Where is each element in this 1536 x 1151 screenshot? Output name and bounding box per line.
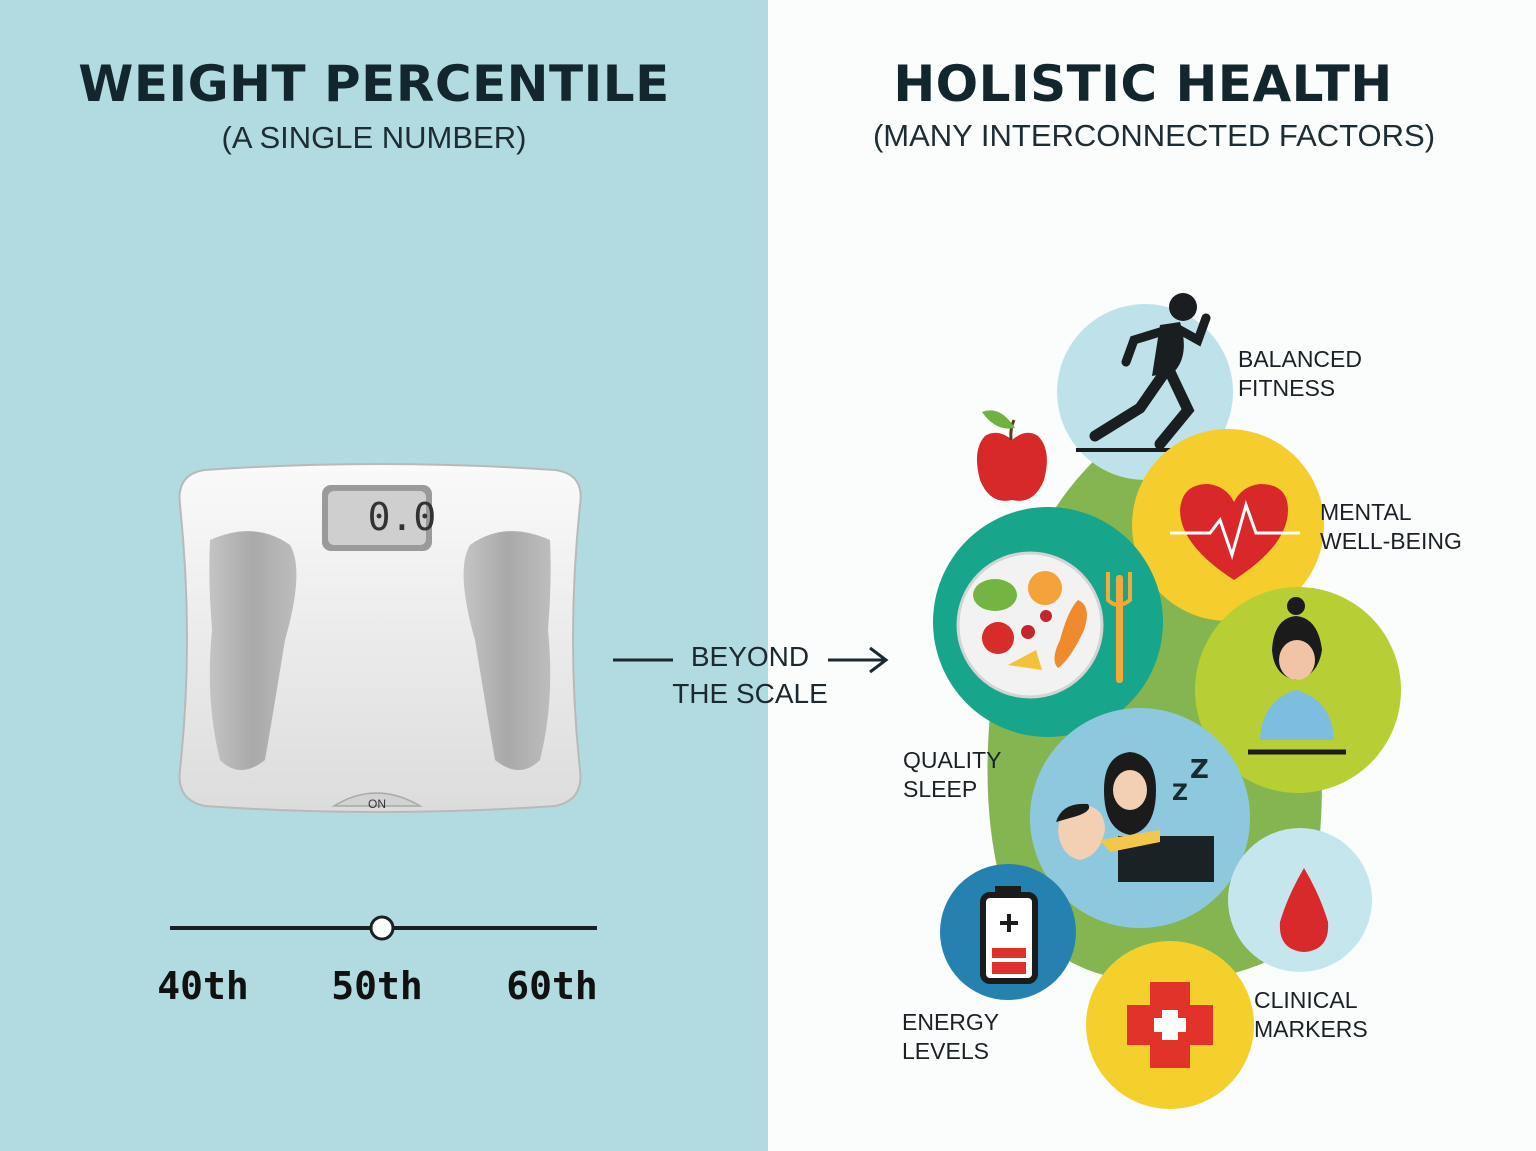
on-button-label: ON <box>368 797 386 811</box>
weight-percentile-subtitle: (A SINGLE NUMBER) <box>221 120 527 155</box>
factor-label-line: FITNESS <box>1238 375 1336 401</box>
factor-label-line: QUALITY <box>903 747 1002 773</box>
factor-label-line: LEVELS <box>902 1038 989 1064</box>
factor-label-mental: MENTAL WELL-BEING <box>1320 498 1462 556</box>
holistic-health-subtitle: (MANY INTERCONNECTED FACTORS) <box>872 118 1436 153</box>
factor-label-line: CLINICAL <box>1254 987 1358 1013</box>
right-foot-pad <box>463 531 551 770</box>
meditation-circle <box>1195 587 1401 793</box>
factor-label-line: MARKERS <box>1254 1016 1368 1042</box>
apple-icon <box>976 410 1047 501</box>
sleeping-person-icon <box>1056 752 1214 882</box>
battery-icon <box>980 886 1038 984</box>
factor-label-line: SLEEP <box>903 776 978 802</box>
percentile-tick-label: 50th <box>331 964 423 1008</box>
nutrition-plate-icon <box>956 551 1132 699</box>
percentile-tick-label: 40th <box>157 964 249 1008</box>
factor-label-line: BALANCED <box>1238 346 1362 372</box>
arrow-right-icon <box>828 646 889 674</box>
on-button[interactable] <box>331 792 423 807</box>
scale-readout: 0.0 <box>368 495 437 539</box>
factor-label-sleep: QUALITY SLEEP <box>903 746 1001 804</box>
percentile-marker[interactable] <box>369 915 395 941</box>
factor-label-clinical: CLINICAL MARKERS <box>1254 986 1368 1044</box>
beyond-label: BEYOND <box>690 641 810 672</box>
bathroom-scale-icon <box>178 463 582 813</box>
z-letter: Z <box>1190 755 1209 785</box>
left-foot-pad <box>209 531 297 770</box>
heartbeat-heart-icon <box>1170 484 1300 580</box>
percentile-tick-label: 60th <box>506 964 598 1008</box>
z-letter: Z <box>1172 781 1188 806</box>
running-person-icon <box>1076 293 1211 452</box>
weight-percentile-title: WEIGHT PERCENTILE <box>78 55 670 113</box>
meditation-person-icon <box>1248 597 1346 755</box>
blood-drop-icon <box>1279 868 1329 952</box>
medical-cross-icon <box>1127 982 1213 1068</box>
factor-label-fitness: BALANCED FITNESS <box>1238 345 1362 403</box>
factor-label-line: MENTAL <box>1320 499 1412 525</box>
factor-label-energy: ENERGY LEVELS <box>902 1008 999 1066</box>
holistic-health-title: HOLISTIC HEALTH <box>893 55 1393 113</box>
factor-label-line: ENERGY <box>902 1009 1000 1035</box>
scale-display <box>322 485 432 551</box>
beyond-label: THE SCALE <box>672 678 828 709</box>
factor-label-line: WELL-BEING <box>1320 528 1462 554</box>
